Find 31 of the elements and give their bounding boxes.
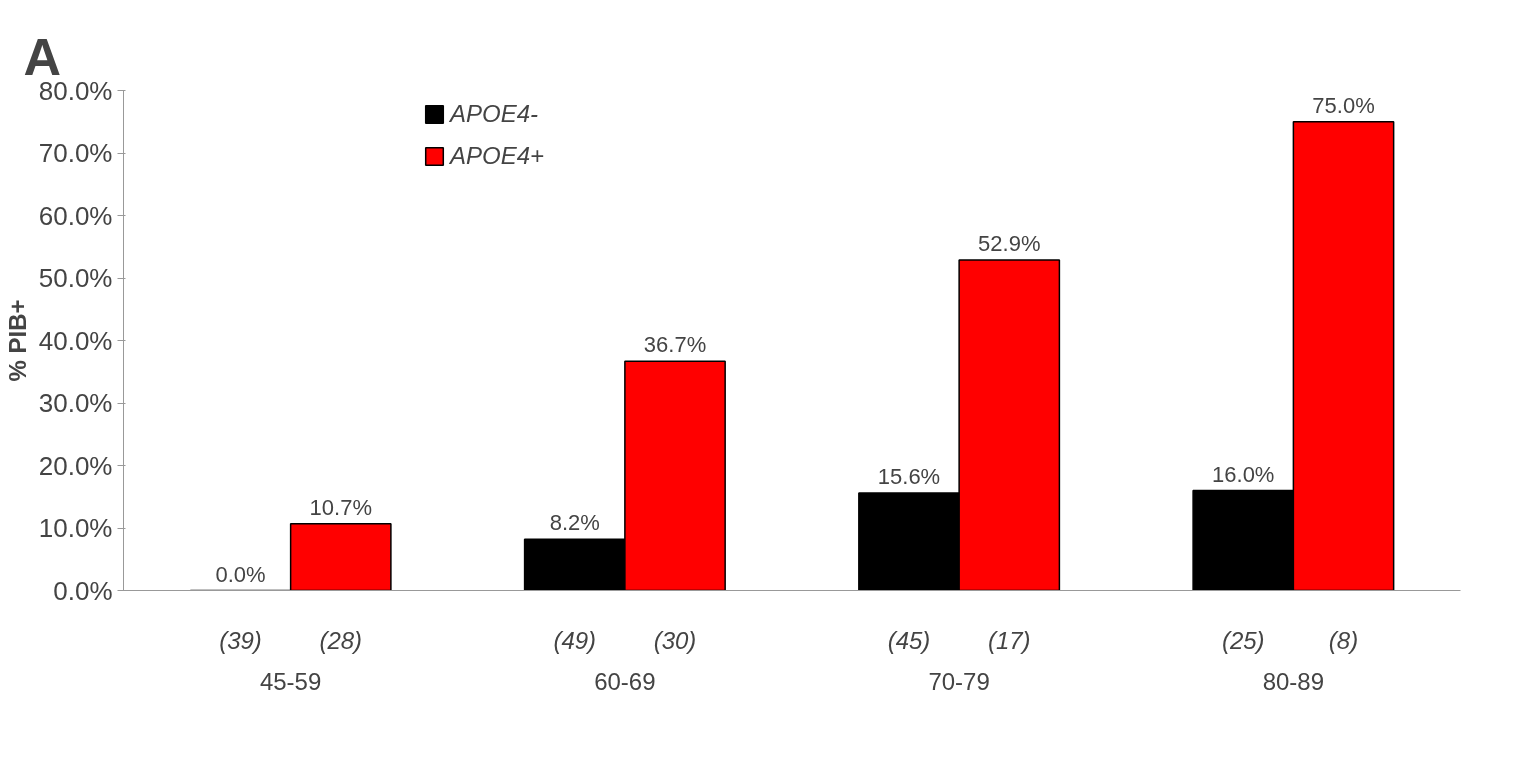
x-tick-label: 45-59	[259, 667, 322, 695]
data-label: 0.0%	[215, 561, 266, 587]
text: (30)	[653, 626, 697, 654]
text: (8)	[1328, 626, 1359, 654]
text: (39)	[219, 626, 262, 654]
y-tick-label: 0.0%	[53, 575, 113, 606]
text: (28)	[319, 626, 363, 654]
y-tick-label: 70.0%	[38, 138, 113, 168]
data-label: 52.9%	[978, 230, 1041, 256]
y-tick-label: 60.0%	[38, 200, 113, 231]
text: (49)	[553, 626, 597, 654]
data-label: 15.6%	[877, 464, 941, 489]
data-label: 36.7%	[643, 332, 707, 358]
y-tick-label: 40.0%	[38, 325, 113, 356]
text: (45)	[887, 626, 931, 654]
y-tick-label: 50.0%	[38, 263, 113, 293]
y-tick-label: 20.0%	[38, 450, 113, 481]
data-label: 75.0%	[1312, 92, 1375, 118]
y-axis-title: % PIB+	[3, 299, 31, 382]
x-tick-label: 70-79	[928, 667, 990, 695]
data-label: 16.0%	[1212, 461, 1275, 487]
text: (25)	[1221, 626, 1265, 654]
text: (17)	[987, 626, 1031, 654]
y-tick-label: 10.0%	[38, 513, 113, 543]
data-label: 10.7%	[309, 494, 372, 520]
legend-label: APOE4+	[450, 142, 545, 170]
x-tick-label: 80-89	[1262, 667, 1325, 695]
y-tick-label: 30.0%	[38, 388, 113, 418]
x-tick-label: 60-69	[594, 667, 656, 695]
legend-label: APOE4-	[450, 100, 539, 128]
data-label: 8.2%	[549, 510, 600, 536]
